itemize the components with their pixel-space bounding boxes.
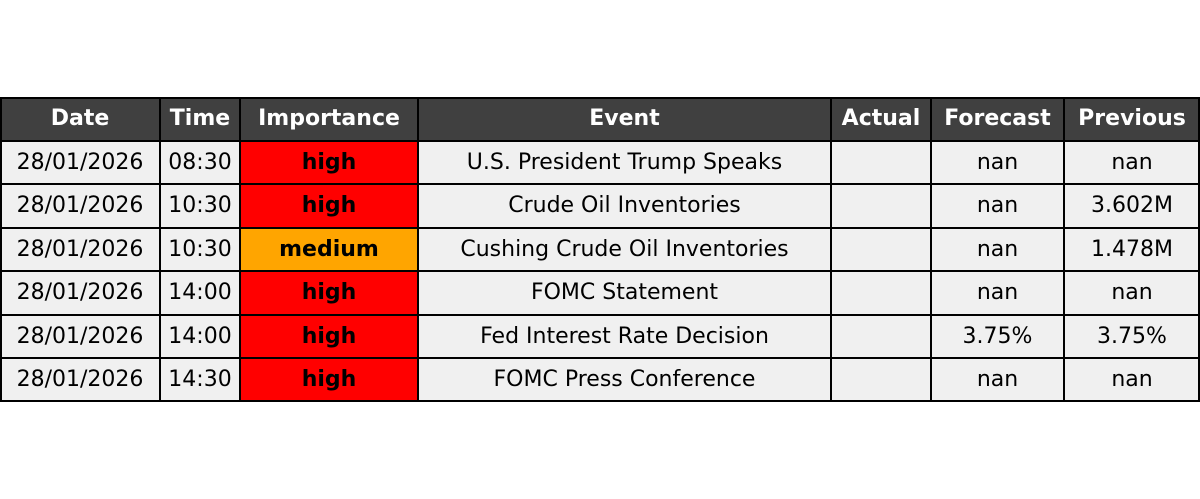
table-cell: 10:30: [160, 184, 240, 228]
table-cell: [831, 314, 931, 358]
table-cell: U.S. President Trump Speaks: [418, 140, 831, 184]
importance-cell: high: [240, 184, 418, 228]
table-cell: nan: [931, 227, 1064, 271]
table-cell: Crude Oil Inventories: [418, 184, 831, 228]
table-cell: 10:30: [160, 227, 240, 271]
table-cell: [831, 140, 931, 184]
table-cell: Cushing Crude Oil Inventories: [418, 227, 831, 271]
table-cell: 28/01/2026: [0, 271, 160, 315]
header-cell: Date: [0, 97, 160, 141]
importance-cell: high: [240, 271, 418, 315]
table-cell: 08:30: [160, 140, 240, 184]
table-cell: 3.602M: [1064, 184, 1200, 228]
header-cell: Forecast: [931, 97, 1064, 141]
importance-cell: high: [240, 358, 418, 402]
table-cell: [831, 227, 931, 271]
importance-cell: medium: [240, 227, 418, 271]
table-cell: nan: [1064, 271, 1200, 315]
table-cell: 14:00: [160, 271, 240, 315]
table-cell: [831, 358, 931, 402]
table-cell: FOMC Statement: [418, 271, 831, 315]
table-cell: nan: [1064, 140, 1200, 184]
table-cell: nan: [931, 271, 1064, 315]
header-cell: Time: [160, 97, 240, 141]
importance-cell: high: [240, 314, 418, 358]
table-cell: 1.478M: [1064, 227, 1200, 271]
table-cell: [831, 184, 931, 228]
header-cell: Event: [418, 97, 831, 141]
table-cell: 14:30: [160, 358, 240, 402]
table-cell: 28/01/2026: [0, 358, 160, 402]
table-cell: FOMC Press Conference: [418, 358, 831, 402]
table-cell: Fed Interest Rate Decision: [418, 314, 831, 358]
table-cell: nan: [931, 140, 1064, 184]
importance-cell: high: [240, 140, 418, 184]
table-cell: 14:00: [160, 314, 240, 358]
table-cell: 28/01/2026: [0, 314, 160, 358]
table-cell: 3.75%: [931, 314, 1064, 358]
header-cell: Actual: [831, 97, 931, 141]
table-cell: 28/01/2026: [0, 227, 160, 271]
table-cell: 28/01/2026: [0, 140, 160, 184]
header-cell: Importance: [240, 97, 418, 141]
header-cell: Previous: [1064, 97, 1200, 141]
table-cell: nan: [931, 358, 1064, 402]
table-cell: 28/01/2026: [0, 184, 160, 228]
table-cell: 3.75%: [1064, 314, 1200, 358]
table-cell: nan: [931, 184, 1064, 228]
table-cell: nan: [1064, 358, 1200, 402]
table-cell: [831, 271, 931, 315]
